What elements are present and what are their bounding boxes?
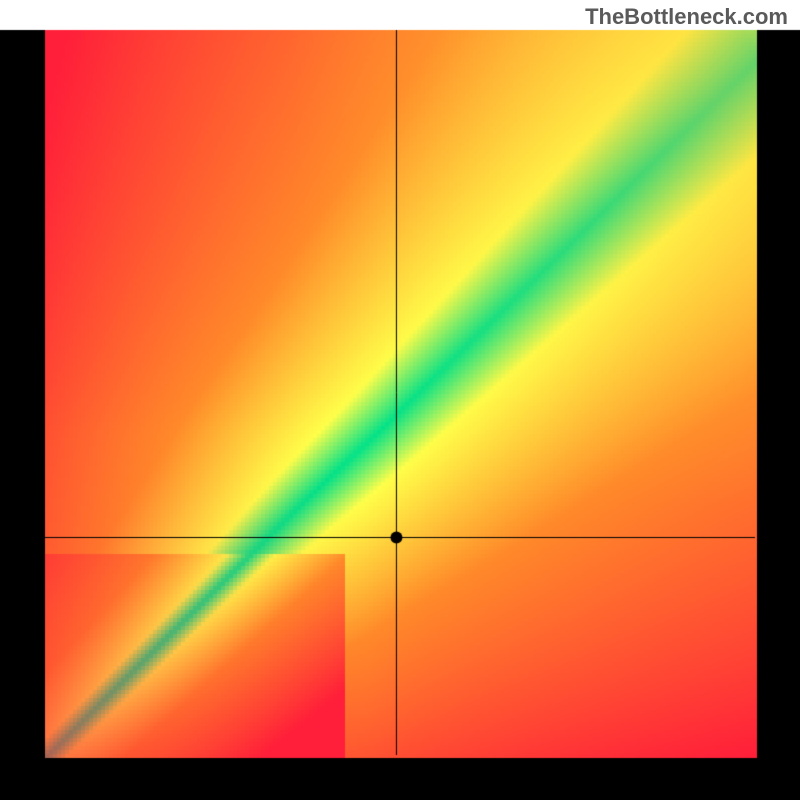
watermark-text: TheBottleneck.com [585,4,788,30]
chart-container: TheBottleneck.com [0,0,800,800]
heatmap-canvas [0,0,800,800]
